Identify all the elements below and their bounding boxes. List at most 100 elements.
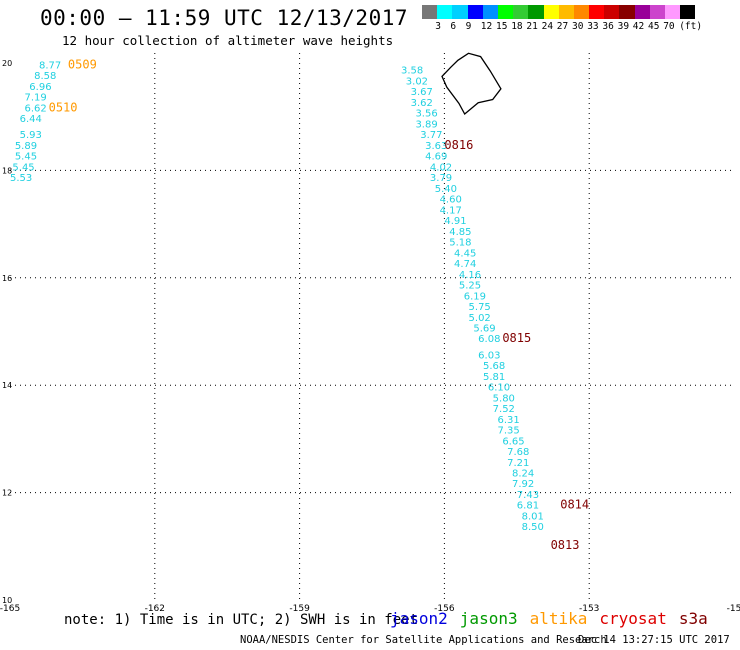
swh-value-label: 3.56 bbox=[415, 109, 437, 120]
satellite-legend-jason2: jason2 bbox=[390, 609, 448, 628]
legend-swatch bbox=[634, 5, 650, 19]
lon-tick-label: -15 bbox=[727, 604, 740, 614]
swh-value-label: 4.60 bbox=[440, 195, 462, 206]
swh-value-label: 8.01 bbox=[522, 511, 544, 522]
legend-tick-label: 15 bbox=[496, 21, 508, 32]
legend-swatch bbox=[452, 5, 468, 19]
pass-time-label: 0814 bbox=[560, 498, 589, 512]
legend-tick-label: 45 bbox=[648, 21, 660, 32]
swh-value-label: 6.65 bbox=[502, 436, 524, 447]
swh-value-label: 5.89 bbox=[15, 141, 37, 152]
swh-value-label: 8.24 bbox=[512, 468, 534, 479]
swh-value-label: 5.93 bbox=[20, 130, 42, 141]
swh-value-label: 5.68 bbox=[483, 361, 505, 372]
legend-swatch bbox=[589, 5, 605, 19]
footer-timestamp: Dec 14 13:27:15 UTC 2017 bbox=[578, 634, 730, 646]
lon-tick-label: -162 bbox=[145, 604, 165, 614]
swh-value-label: 5.69 bbox=[473, 324, 495, 335]
swh-value-label: 8.58 bbox=[34, 71, 56, 82]
lon-tick-label: -159 bbox=[289, 604, 310, 614]
swh-value-label: 3.77 bbox=[420, 130, 442, 141]
swh-value-label: 4.17 bbox=[440, 205, 462, 216]
swh-value-label: 5.18 bbox=[449, 238, 471, 249]
lon-tick-label: -165 bbox=[0, 604, 20, 614]
legend-tick-label: 21 bbox=[526, 21, 538, 32]
lat-tick-label: 14 bbox=[2, 381, 12, 390]
swh-value-label: 5.02 bbox=[469, 313, 491, 324]
hawaii-island-outline bbox=[441, 52, 502, 116]
legend-swatch bbox=[665, 5, 681, 19]
swh-value-label: 6.10 bbox=[488, 383, 510, 394]
pass-time-label: 0510 bbox=[49, 100, 78, 114]
legend-tick-label: 33 bbox=[587, 21, 599, 32]
swh-value-label: 3.58 bbox=[401, 66, 423, 77]
swh-value-label: 7.43 bbox=[517, 490, 539, 501]
legend-tick-label: 36 bbox=[602, 21, 614, 32]
swh-value-label: 6.19 bbox=[464, 291, 486, 302]
satellite-legend-jason3: jason3 bbox=[459, 609, 518, 628]
pass-time-label: 0816 bbox=[444, 138, 473, 152]
satellite-legend-altika: altika bbox=[529, 609, 588, 628]
legend-swatch bbox=[604, 5, 620, 19]
swh-value-label: 6.62 bbox=[24, 103, 46, 114]
swh-value-label: 3.79 bbox=[430, 173, 452, 184]
legend-unit: (ft) bbox=[679, 21, 703, 32]
legend-tick-label: 39 bbox=[617, 21, 630, 32]
swh-value-label: 8.77 bbox=[39, 60, 61, 71]
swh-value-label: 4.69 bbox=[425, 152, 447, 163]
swh-value-label: 5.45 bbox=[12, 162, 34, 173]
swh-value-label: 6.96 bbox=[29, 82, 51, 93]
legend-swatch bbox=[528, 5, 544, 19]
swh-value-label: 5.25 bbox=[459, 281, 481, 292]
legend-swatch bbox=[649, 5, 665, 19]
swh-value-label: 6.31 bbox=[497, 415, 519, 426]
legend-swatch bbox=[573, 5, 590, 19]
lat-tick-label: 16 bbox=[2, 274, 12, 283]
legend-tick-label: 12 bbox=[480, 21, 493, 32]
swh-value-label: 6.08 bbox=[478, 334, 500, 345]
lat-tick-label: 20 bbox=[2, 59, 12, 68]
legend-swatch bbox=[680, 5, 696, 19]
swh-value-label: 4.02 bbox=[430, 162, 452, 173]
swh-value-label: 7.92 bbox=[512, 479, 534, 490]
swh-value-label: 3.67 bbox=[411, 87, 433, 98]
swh-value-label: 4.91 bbox=[444, 216, 466, 227]
lon-tick-label: -153 bbox=[579, 604, 599, 614]
legend-swatch bbox=[497, 5, 514, 19]
legend-swatch bbox=[543, 5, 559, 19]
swh-value-label: 7.21 bbox=[507, 458, 529, 469]
legend-swatch bbox=[422, 5, 438, 19]
swh-value-label: 4.74 bbox=[454, 259, 476, 270]
swh-value-label: 5.80 bbox=[493, 393, 515, 404]
swh-value-label: 3.62 bbox=[411, 98, 433, 109]
swh-value-label: 4.45 bbox=[454, 248, 476, 259]
lat-tick-label: 10 bbox=[2, 596, 12, 605]
pass-time-label: 0815 bbox=[502, 331, 531, 345]
pass-time-label: 0509 bbox=[68, 57, 97, 71]
legend-swatch bbox=[558, 5, 574, 19]
footer-note: note: 1) Time is in UTC; 2) SWH is in fe… bbox=[64, 612, 419, 628]
swh-value-label: 5.53 bbox=[10, 173, 32, 184]
page-title: 00:00 – 11:59 UTC 12/13/2017 bbox=[40, 6, 409, 30]
swh-value-label: 4.85 bbox=[449, 227, 471, 238]
swh-value-label: 7.35 bbox=[497, 426, 519, 437]
swh-value-label: 8.50 bbox=[522, 522, 544, 533]
page-subtitle: 12 hour collection of altimeter wave hei… bbox=[62, 33, 394, 48]
swh-value-label: 6.03 bbox=[478, 350, 500, 361]
legend-swatch bbox=[482, 5, 498, 19]
swh-value-label: 4.16 bbox=[459, 270, 481, 281]
footer-credit: NOAA/NESDIS Center for Satellite Applica… bbox=[240, 634, 607, 646]
swh-value-label: 5.45 bbox=[15, 152, 37, 163]
satellite-legend: jason2 jason3 altika cryosat s3a bbox=[390, 609, 720, 628]
legend-tick-label: 9 bbox=[465, 21, 472, 32]
legend-tick-label: 70 bbox=[663, 21, 675, 32]
legend-tick-label: 3 bbox=[435, 21, 441, 32]
legend-tick-label: 42 bbox=[632, 21, 645, 32]
swh-value-label: 3.02 bbox=[406, 76, 428, 87]
satellite-legend-cryosat: cryosat bbox=[599, 609, 667, 628]
legend-tick-label: 30 bbox=[572, 21, 584, 32]
swh-value-label: 3.89 bbox=[415, 119, 437, 130]
legend-swatch bbox=[437, 5, 453, 19]
pass-time-label: 0813 bbox=[551, 538, 580, 552]
